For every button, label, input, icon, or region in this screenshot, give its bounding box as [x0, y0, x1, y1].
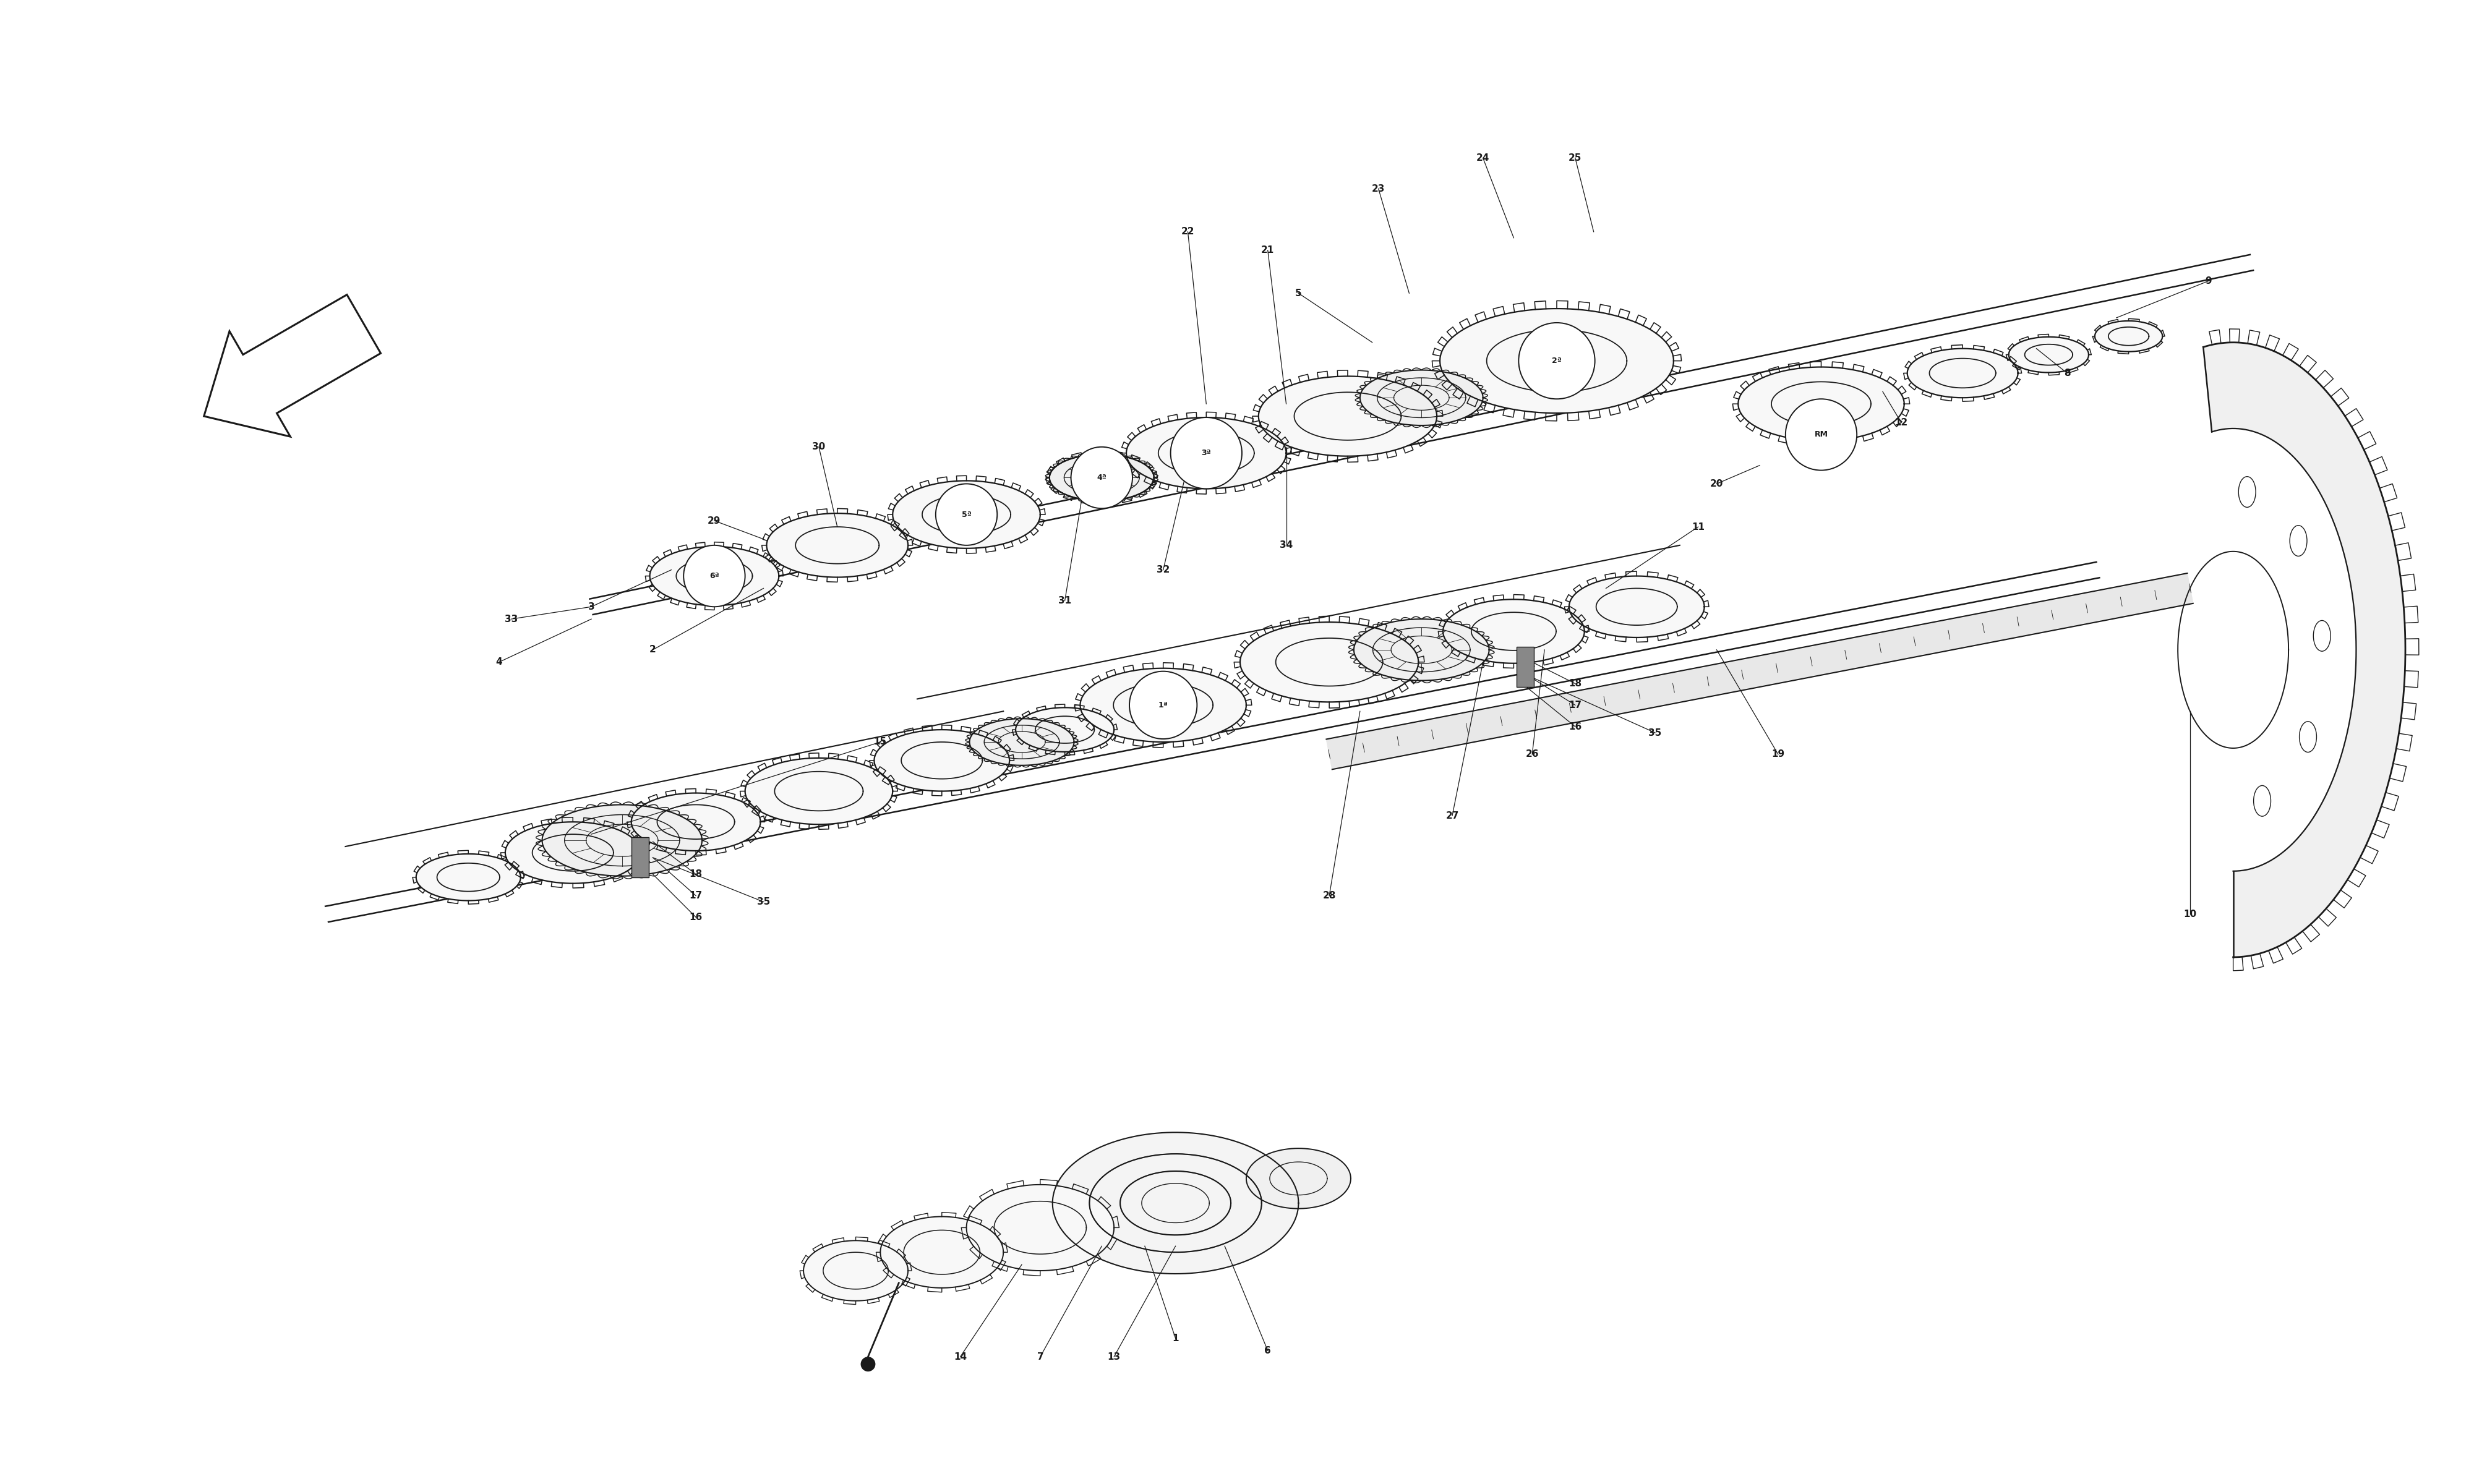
Text: 19: 19 [1771, 749, 1784, 758]
Text: 18: 18 [690, 870, 703, 879]
Text: 35: 35 [1648, 729, 1663, 738]
Text: 6ª: 6ª [710, 571, 720, 580]
Text: 29: 29 [708, 516, 720, 525]
Polygon shape [1247, 1149, 1351, 1208]
Polygon shape [1049, 454, 1153, 502]
Polygon shape [1907, 349, 2019, 398]
Polygon shape [1049, 454, 1153, 502]
Text: 25: 25 [1569, 153, 1581, 163]
Text: 8: 8 [2063, 368, 2071, 378]
Circle shape [1786, 399, 1858, 470]
Polygon shape [2009, 337, 2088, 372]
Text: RM: RM [1813, 430, 1828, 439]
Text: 6: 6 [1264, 1346, 1272, 1355]
Polygon shape [1739, 367, 1905, 441]
Text: 14: 14 [955, 1352, 967, 1361]
Polygon shape [804, 1241, 908, 1301]
Polygon shape [1017, 708, 1113, 752]
Text: 9: 9 [2204, 276, 2212, 285]
Polygon shape [767, 513, 908, 577]
Bar [1517, 647, 1534, 687]
Text: 5ª: 5ª [962, 510, 972, 518]
Polygon shape [1353, 619, 1489, 681]
Text: 5: 5 [1296, 288, 1301, 298]
Polygon shape [745, 758, 893, 825]
Text: 1ª: 1ª [1158, 700, 1168, 709]
Polygon shape [505, 822, 641, 883]
Circle shape [1170, 417, 1242, 488]
Polygon shape [1126, 417, 1286, 488]
Circle shape [683, 545, 745, 607]
Polygon shape [1326, 573, 2192, 769]
Text: 33: 33 [505, 614, 517, 623]
Polygon shape [542, 804, 703, 876]
Text: 13: 13 [1108, 1352, 1121, 1361]
Bar [631, 837, 648, 877]
Polygon shape [2095, 321, 2162, 352]
Text: 24: 24 [1477, 153, 1489, 163]
Text: 21: 21 [1262, 245, 1274, 255]
Text: 7: 7 [1037, 1352, 1044, 1361]
Polygon shape [1440, 309, 1672, 413]
Polygon shape [970, 718, 1074, 766]
Text: 17: 17 [690, 890, 703, 901]
Text: 23: 23 [1371, 184, 1385, 193]
Circle shape [1131, 671, 1197, 739]
Polygon shape [893, 481, 1039, 549]
Text: 26: 26 [1526, 749, 1539, 758]
Circle shape [861, 1356, 876, 1371]
Text: 18: 18 [1569, 680, 1581, 689]
Polygon shape [967, 1184, 1113, 1270]
Text: 32: 32 [1158, 565, 1170, 574]
Polygon shape [1089, 1155, 1262, 1252]
Polygon shape [416, 853, 520, 901]
Text: 2ª: 2ª [1551, 356, 1561, 365]
Text: 15: 15 [873, 738, 886, 746]
Text: 4ª: 4ª [1096, 473, 1106, 482]
Polygon shape [881, 1217, 1004, 1288]
Circle shape [1519, 322, 1596, 399]
Text: 3: 3 [589, 603, 594, 611]
Polygon shape [2204, 343, 2405, 957]
Text: 11: 11 [1692, 522, 1705, 531]
Polygon shape [203, 295, 381, 436]
Text: 2: 2 [651, 646, 656, 654]
Text: 17: 17 [1569, 700, 1581, 709]
Text: 28: 28 [1324, 890, 1336, 901]
Text: 31: 31 [1059, 597, 1071, 605]
Text: 10: 10 [2185, 910, 2197, 919]
Polygon shape [1361, 370, 1482, 426]
Text: 12: 12 [1895, 417, 1907, 427]
Polygon shape [651, 546, 779, 605]
Text: 16: 16 [1569, 723, 1581, 732]
Polygon shape [631, 792, 760, 850]
Text: 4: 4 [495, 657, 502, 666]
Text: 22: 22 [1180, 227, 1195, 236]
Polygon shape [1442, 600, 1583, 663]
Polygon shape [1259, 377, 1437, 456]
Text: 34: 34 [1279, 540, 1294, 551]
Polygon shape [1569, 576, 1705, 638]
Polygon shape [1121, 1171, 1232, 1235]
Circle shape [1071, 447, 1133, 509]
Polygon shape [873, 730, 1009, 791]
Polygon shape [1051, 1132, 1299, 1273]
Text: 3ª: 3ª [1202, 450, 1212, 457]
Text: 35: 35 [757, 898, 769, 907]
Text: 20: 20 [1710, 479, 1724, 488]
Polygon shape [1081, 668, 1247, 742]
Text: 16: 16 [690, 913, 703, 922]
Polygon shape [1239, 622, 1418, 702]
Text: 1: 1 [1173, 1334, 1178, 1343]
Circle shape [935, 484, 997, 545]
Text: 27: 27 [1445, 812, 1460, 821]
Text: 30: 30 [811, 442, 826, 451]
